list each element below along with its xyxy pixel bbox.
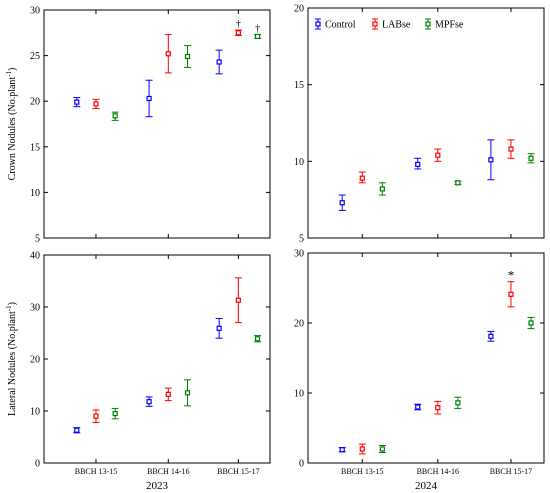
legend-label: LABse [382, 20, 411, 31]
y-tick-label: 10 [30, 188, 40, 199]
mean-point-labse [93, 413, 99, 419]
mean-point-labse [235, 297, 241, 303]
mean-point-labse [235, 30, 241, 36]
y-tick-label: 5 [35, 234, 40, 245]
legend-item-labse: LABse [372, 18, 411, 31]
year-label: 2023 [146, 480, 169, 492]
mean-point-control [339, 200, 345, 206]
mean-point-labse [359, 446, 365, 452]
y-tick-label: 10 [294, 389, 304, 400]
mean-point-control [488, 157, 494, 163]
y-tick-label: 30 [30, 6, 40, 17]
y-axis-label-close: ) [7, 68, 18, 71]
mean-point-mpfse [184, 53, 191, 60]
y-tick-label: 10 [30, 407, 40, 418]
mean-point-control [74, 427, 80, 433]
x-tick-label: BBCH 15-17 [217, 467, 259, 476]
y-tick-label: 30 [294, 249, 304, 260]
y-axis-label-main: Crown Nodules (No.plant [7, 77, 18, 181]
mean-point-control [339, 447, 345, 453]
mean-point-control [216, 325, 222, 331]
y-tick-label: 20 [30, 355, 40, 366]
mean-point-mpfse [254, 336, 261, 342]
plot-frame [307, 252, 545, 464]
mean-point-mpfse [184, 390, 191, 396]
chart-panel-4: 0 10 20 30 BBCH 13-15 BBCH 14-16 BBCH 15-17 202… [294, 249, 545, 492]
y-tick-label: 10 [294, 157, 304, 168]
significance-marker: † [255, 24, 260, 35]
mean-point-control [415, 404, 421, 410]
mean-point-mpfse [379, 186, 385, 192]
mean-point-mpfse [455, 180, 461, 186]
legend-label: MPFse [435, 20, 464, 31]
y-axis-label-sup: -1 [5, 70, 13, 76]
y-tick-label: 20 [30, 97, 40, 108]
mean-point-control [216, 59, 222, 65]
chart-panel-3: 0 10 20 30 40 BBCH 13-15 BBCH 14-16 BBCH 15-17 2… [5, 251, 271, 492]
legend-item-mpfse: MPFse [425, 18, 464, 31]
y-tick-label: 15 [294, 80, 304, 91]
y-axis-label-close: ) [7, 302, 18, 305]
legend-label: Control [325, 20, 356, 31]
significance-marker: * [508, 268, 515, 283]
legend-marker [372, 21, 378, 27]
plot-frame [43, 9, 271, 239]
mean-point-mpfse [528, 155, 534, 161]
chart-panel-1: 5 10 15 20 25 30 Crown Nodules (No.plant-1) † † [5, 6, 271, 245]
x-tick-label: BBCH 15-17 [490, 467, 532, 476]
year-label: 2024 [415, 480, 438, 492]
chart-panel-2: 5 10 15 20 Control LABse MPFse [294, 4, 545, 245]
y-tick-label: 0 [35, 459, 40, 470]
significance-marker: † [236, 19, 241, 30]
mean-point-control [146, 399, 152, 405]
y-tick-label: 40 [30, 251, 40, 262]
mean-point-labse [359, 175, 365, 181]
y-axis-label: Crown Nodules (No.plant-1) [5, 68, 18, 181]
y-tick-label: 25 [30, 51, 40, 62]
mean-point-control [146, 95, 152, 102]
mean-point-labse [508, 146, 514, 152]
mean-point-mpfse [254, 33, 261, 40]
x-tick-label: BBCH 14-16 [147, 467, 189, 476]
y-axis-label-main: Lateral Nodules (No.plant [7, 311, 18, 416]
mean-point-labse [165, 51, 171, 57]
mean-point-mpfse [455, 400, 461, 406]
mean-point-mpfse [528, 320, 534, 326]
y-tick-label: 0 [299, 459, 304, 470]
y-tick-label: 20 [294, 4, 304, 15]
x-tick-label: BBCH 14-16 [417, 467, 459, 476]
legend-item-control: Control [315, 18, 356, 31]
mean-point-labse [93, 101, 99, 107]
x-tick-label: BBCH 13-15 [341, 467, 383, 476]
y-axis-label-sup: -1 [5, 305, 13, 311]
y-axis-label: Lateral Nodules (No.plant-1) [5, 302, 18, 416]
legend-marker [425, 21, 431, 27]
y-tick-label: 30 [30, 303, 40, 314]
x-tick-label: BBCH 13-15 [75, 467, 117, 476]
mean-point-mpfse [112, 113, 118, 119]
mean-point-mpfse [112, 411, 118, 417]
mean-point-control [488, 333, 494, 339]
mean-point-control [415, 161, 421, 167]
mean-point-labse [435, 405, 441, 411]
plot-frame [307, 7, 545, 239]
mean-point-labse [165, 391, 171, 397]
y-tick-label: 20 [294, 319, 304, 330]
mean-point-control [74, 99, 80, 105]
y-tick-label: 15 [30, 142, 40, 153]
mean-point-labse [435, 152, 441, 158]
mean-point-labse [508, 291, 514, 297]
y-tick-label: 5 [299, 234, 304, 245]
mean-point-mpfse [379, 446, 385, 452]
legend: Control LABse MPFse [315, 18, 464, 31]
legend-marker [315, 21, 321, 27]
